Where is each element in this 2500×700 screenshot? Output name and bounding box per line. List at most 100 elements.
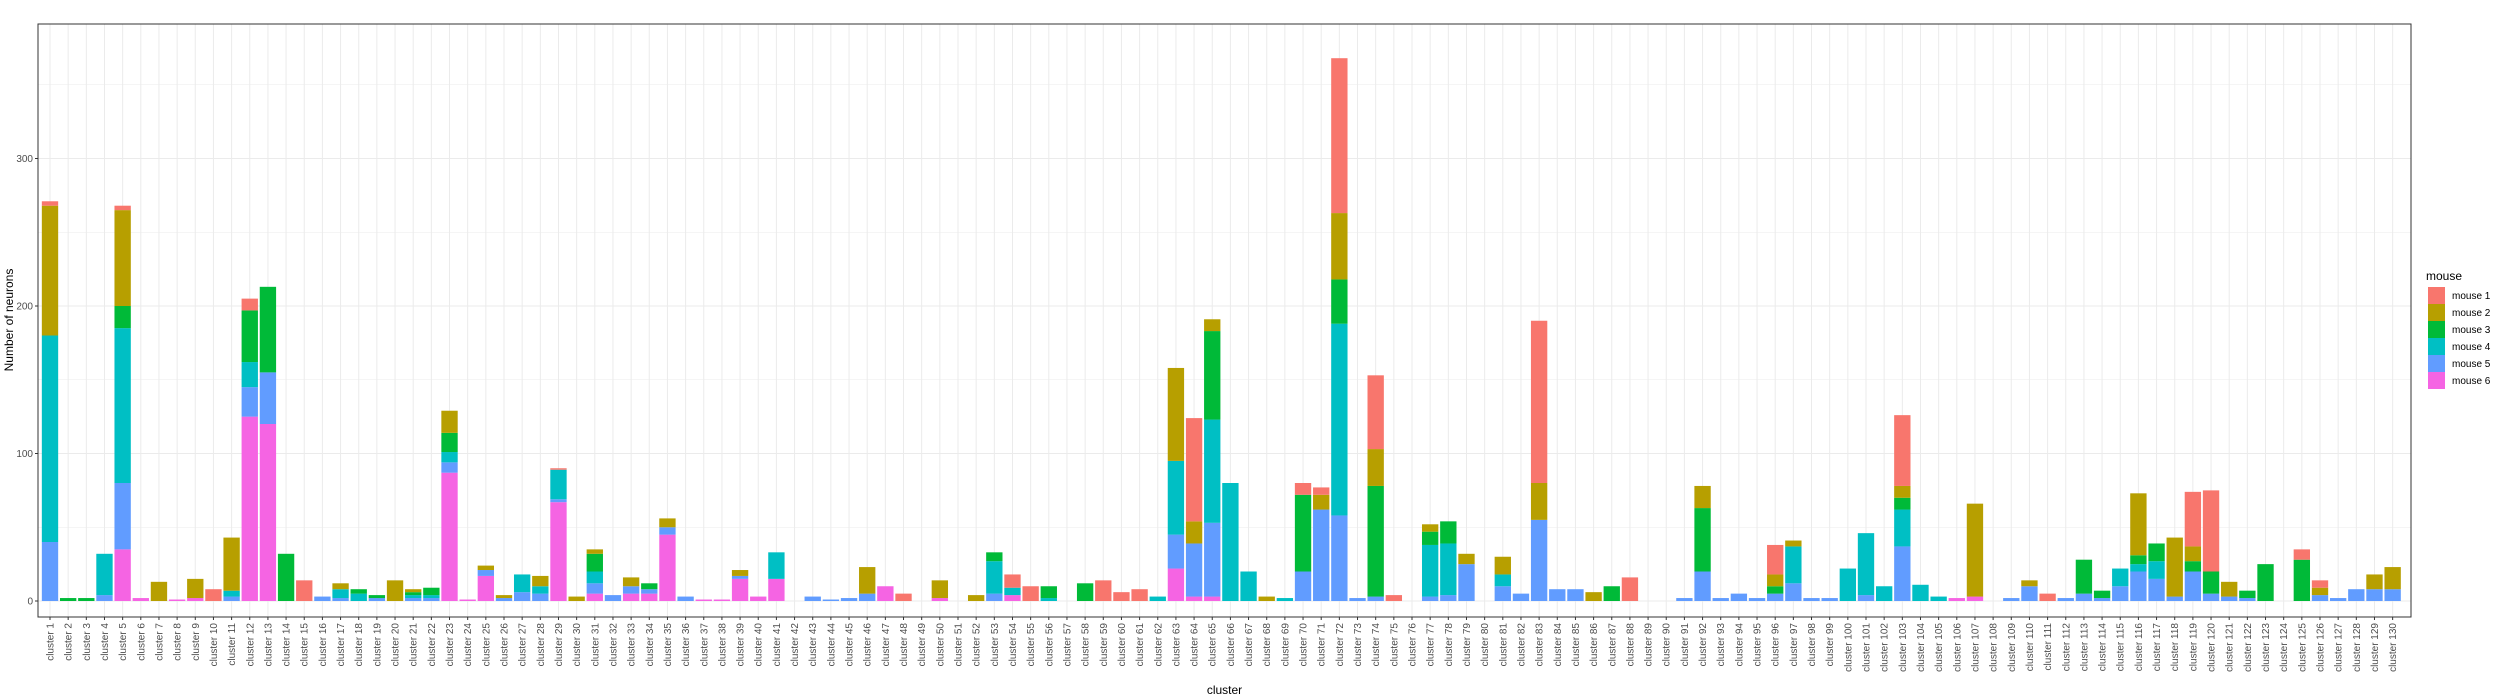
bar-segment — [1821, 598, 1838, 601]
x-tick-label: cluster 9 — [191, 623, 202, 661]
bar-segment — [2075, 559, 2093, 594]
bar-segment — [223, 590, 240, 597]
bar-segment — [1440, 543, 1457, 596]
bar-segment — [1494, 556, 1511, 575]
bar-segment — [2329, 598, 2347, 601]
y-axis-ticks: 0 100 200 300 — [16, 154, 38, 608]
bar-segment — [332, 583, 349, 590]
bar-segment — [1204, 419, 1221, 523]
x-tick-label: cluster 81 — [1498, 623, 1509, 667]
bar-segment — [1785, 583, 1802, 601]
x-tick-label: cluster 48 — [899, 623, 910, 667]
bar-segment — [859, 593, 876, 601]
x-tick-label: cluster 28 — [536, 623, 547, 667]
x-tick-label: cluster 91 — [1680, 623, 1691, 667]
x-tick-label: cluster 79 — [1462, 623, 1473, 667]
bar-segment — [1894, 546, 1911, 601]
bar-segment — [1530, 483, 1548, 520]
bar-segment — [2311, 587, 2329, 596]
x-tick-label: cluster 55 — [1026, 623, 1037, 667]
bar-segment — [532, 586, 549, 594]
bar-segment — [986, 561, 1003, 594]
bar-segment — [241, 362, 258, 388]
x-tick-label: cluster 45 — [845, 623, 856, 667]
legend-title: mouse — [2426, 269, 2462, 283]
x-tick-label: cluster 53 — [990, 623, 1001, 667]
x-tick-label: cluster 92 — [1698, 623, 1709, 667]
bar-segment — [1349, 598, 1366, 601]
y-tick-label: 300 — [16, 154, 33, 165]
bar-segment — [1367, 375, 1384, 450]
bar-segment — [1912, 584, 1929, 601]
x-tick-label: cluster 77 — [1426, 623, 1437, 667]
x-tick-label: cluster 29 — [554, 623, 565, 667]
bar-segment — [1167, 460, 1185, 535]
bar-segment — [641, 583, 658, 590]
x-tick-label: cluster 114 — [2098, 623, 2109, 672]
x-tick-label: cluster 118 — [2170, 623, 2181, 672]
x-tick-label: cluster 86 — [1589, 623, 1600, 667]
bar-segment — [368, 598, 386, 601]
bar-segment — [2184, 491, 2202, 547]
y-tick-label: 100 — [16, 449, 33, 460]
bar-segment — [586, 583, 603, 594]
bar-segment — [441, 472, 458, 601]
bar-segment — [1676, 598, 1693, 601]
bar-segment — [314, 596, 331, 601]
bar-segment — [586, 553, 603, 572]
bar-segment — [41, 335, 59, 542]
bar-segment — [114, 210, 131, 306]
x-axis-ticks: cluster 1 cluster 2 cluster 3 cluster 4 clus… — [46, 617, 2399, 672]
x-tick-label: cluster 119 — [2188, 623, 2199, 672]
x-tick-label: cluster 4 — [100, 623, 111, 661]
bar-segment — [223, 596, 240, 601]
bar-segment — [441, 432, 458, 453]
bar-segment — [1839, 568, 1857, 601]
x-tick-label: cluster 17 — [336, 623, 347, 667]
x-tick-label: cluster 125 — [2297, 623, 2308, 672]
x-tick-label: cluster 74 — [1371, 623, 1382, 667]
bar-segment — [1076, 583, 1094, 601]
x-tick-label: cluster 78 — [1444, 623, 1455, 667]
bar-segment — [1331, 213, 1348, 280]
x-tick-label: cluster 52 — [972, 623, 983, 667]
bar-segment — [2221, 596, 2238, 601]
bar-segment — [804, 596, 821, 601]
bar-segment — [59, 598, 77, 601]
bar-segment — [1040, 586, 1057, 599]
x-tick-label: cluster 108 — [1989, 623, 2000, 672]
bar-segment — [1222, 483, 1239, 601]
bar-segment — [41, 542, 59, 601]
x-tick-label: cluster 33 — [627, 623, 638, 667]
legend-label: mouse 3 — [2452, 325, 2491, 336]
x-tick-label: cluster 71 — [1317, 623, 1328, 667]
bar-segment — [622, 577, 640, 587]
bar-segment — [495, 595, 513, 599]
bar-segment — [405, 595, 422, 599]
plot-border — [37, 23, 2412, 618]
x-tick-label: cluster 41 — [772, 623, 783, 667]
bar-segment — [1567, 589, 1584, 601]
bar-segment — [405, 598, 422, 601]
x-tick-label: cluster 35 — [663, 623, 674, 667]
x-tick-label: cluster 27 — [518, 623, 529, 667]
x-tick-label: cluster 38 — [717, 623, 728, 667]
bar-segment — [1894, 509, 1911, 547]
bar-segment — [659, 527, 676, 535]
bar-segment — [1440, 521, 1457, 544]
x-tick-label: cluster 80 — [1480, 623, 1491, 667]
x-tick-label: cluster 112 — [2061, 623, 2072, 672]
legend: mouse mouse 1 mouse 2 mouse 3 mouse 4 mouse … — [2426, 269, 2491, 389]
x-tick-label: cluster 3 — [82, 623, 93, 661]
bar-segment — [859, 567, 876, 594]
x-tick-label: cluster 115 — [2116, 623, 2127, 672]
x-tick-label: cluster 19 — [372, 623, 383, 667]
x-tick-label: cluster 21 — [409, 623, 420, 667]
bar-segment — [405, 589, 422, 593]
x-tick-label: cluster 70 — [1299, 623, 1310, 667]
bar-segment — [1730, 593, 1748, 601]
bar-segment — [586, 571, 603, 584]
bar-segment — [168, 599, 186, 601]
bar-segment — [1004, 574, 1021, 588]
bar-segment — [477, 565, 495, 571]
